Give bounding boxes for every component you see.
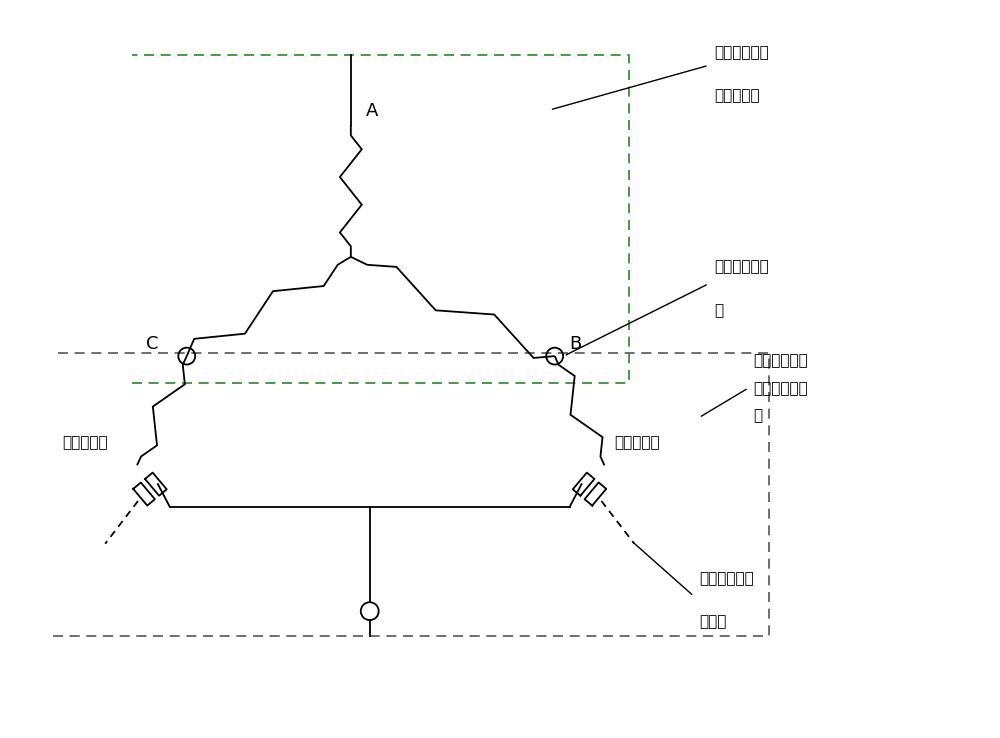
- Text: 电压传感器: 电压传感器: [62, 435, 108, 450]
- Text: 仪器内部电压: 仪器内部电压: [754, 353, 808, 368]
- Text: A: A: [366, 102, 378, 120]
- Text: 出信号: 出信号: [699, 614, 726, 629]
- Text: B: B: [570, 335, 582, 354]
- Text: C: C: [146, 335, 159, 354]
- Text: 电压传感器输: 电压传感器输: [699, 571, 754, 587]
- Text: 电压传感器: 电压传感器: [614, 435, 660, 450]
- Text: 简化示意图: 简化示意图: [714, 88, 759, 103]
- Text: 式: 式: [754, 409, 763, 424]
- Text: 线电压信号端: 线电压信号端: [714, 259, 769, 274]
- Text: 电机三相绕组: 电机三相绕组: [714, 45, 769, 61]
- Text: 口: 口: [714, 303, 723, 319]
- Text: 传感器安装方: 传感器安装方: [754, 381, 808, 396]
